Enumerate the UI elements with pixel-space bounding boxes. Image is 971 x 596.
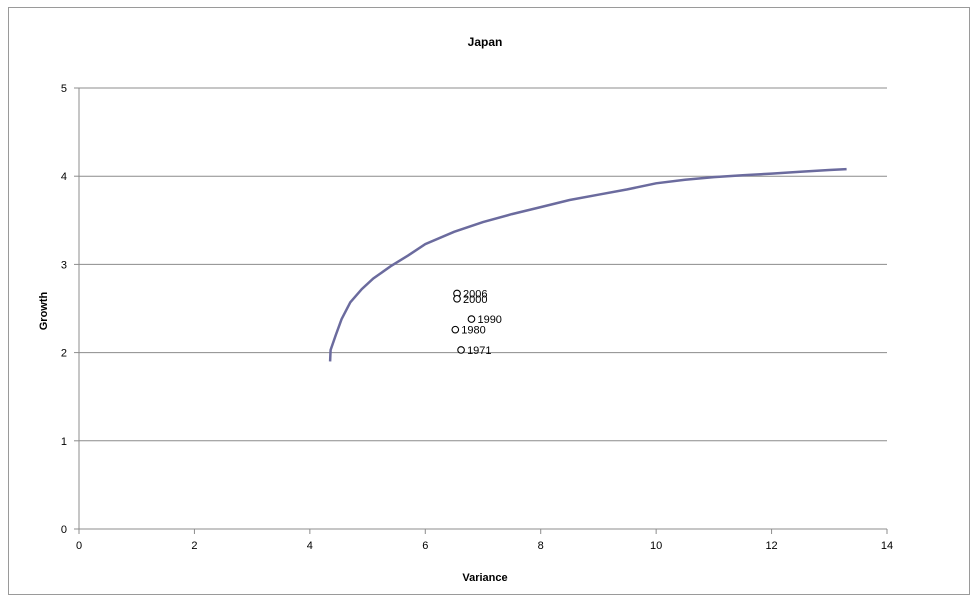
frontier-curve — [328, 167, 847, 362]
x-tick-label-6: 6 — [422, 540, 428, 552]
x-tick-label-0: 0 — [76, 540, 82, 552]
y-axis-label: Growth — [38, 291, 50, 330]
x-tick-label-10: 10 — [650, 540, 662, 552]
point-label-1971: 1971 — [467, 345, 491, 357]
y-tick-label-2: 2 — [61, 348, 67, 360]
point-1971 — [457, 346, 465, 354]
point-2000 — [453, 294, 461, 303]
y-tick-label-0: 0 — [61, 524, 67, 536]
x-tick-label-12: 12 — [765, 540, 777, 552]
y-tick-label-1: 1 — [61, 436, 67, 448]
x-tick-label-2: 2 — [191, 540, 197, 552]
point-label-2006: 2006 — [463, 289, 487, 301]
point-1990 — [467, 315, 476, 323]
x-tick-label-14: 14 — [881, 540, 893, 552]
x-tick-label-8: 8 — [538, 540, 544, 552]
x-tick-label-4: 4 — [307, 540, 313, 552]
y-tick-label-3: 3 — [61, 259, 67, 271]
y-tick-label-5: 5 — [61, 83, 67, 95]
point-label-1990: 1990 — [477, 314, 501, 326]
point-1980 — [451, 325, 460, 334]
axes — [74, 87, 888, 534]
x-tick-labels: 0 2 4 6 8 10 12 14 — [76, 540, 893, 552]
y-tick-labels: 0 1 2 3 4 5 — [61, 83, 67, 536]
chart-title: Japan — [468, 35, 503, 49]
y-tick-label-4: 4 — [61, 171, 67, 183]
point-label-2000: 2000 — [463, 294, 487, 306]
grid-lines — [79, 87, 887, 442]
point-label-1980: 1980 — [461, 325, 485, 337]
x-axis-label: Variance — [462, 572, 507, 584]
